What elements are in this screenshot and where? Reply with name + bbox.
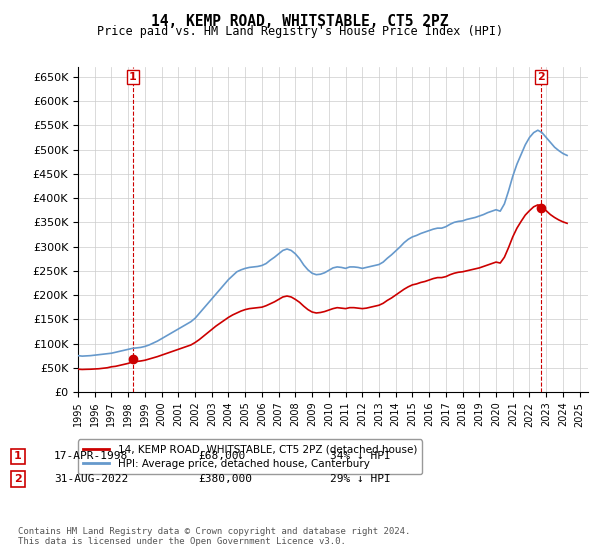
Legend: 14, KEMP ROAD, WHITSTABLE, CT5 2PZ (detached house), HPI: Average price, detache: 14, KEMP ROAD, WHITSTABLE, CT5 2PZ (deta… <box>78 440 422 474</box>
Text: 2: 2 <box>537 72 545 82</box>
Text: 1: 1 <box>129 72 137 82</box>
Text: 14, KEMP ROAD, WHITSTABLE, CT5 2PZ: 14, KEMP ROAD, WHITSTABLE, CT5 2PZ <box>151 14 449 29</box>
Text: £68,000: £68,000 <box>198 451 245 461</box>
Text: Contains HM Land Registry data © Crown copyright and database right 2024.
This d: Contains HM Land Registry data © Crown c… <box>18 526 410 546</box>
Text: £380,000: £380,000 <box>198 474 252 484</box>
Text: 17-APR-1998: 17-APR-1998 <box>54 451 128 461</box>
Text: 29% ↓ HPI: 29% ↓ HPI <box>330 474 391 484</box>
Text: 2: 2 <box>14 474 22 484</box>
Text: 1: 1 <box>14 451 22 461</box>
Text: Price paid vs. HM Land Registry's House Price Index (HPI): Price paid vs. HM Land Registry's House … <box>97 25 503 38</box>
Text: 31-AUG-2022: 31-AUG-2022 <box>54 474 128 484</box>
Text: 34% ↓ HPI: 34% ↓ HPI <box>330 451 391 461</box>
